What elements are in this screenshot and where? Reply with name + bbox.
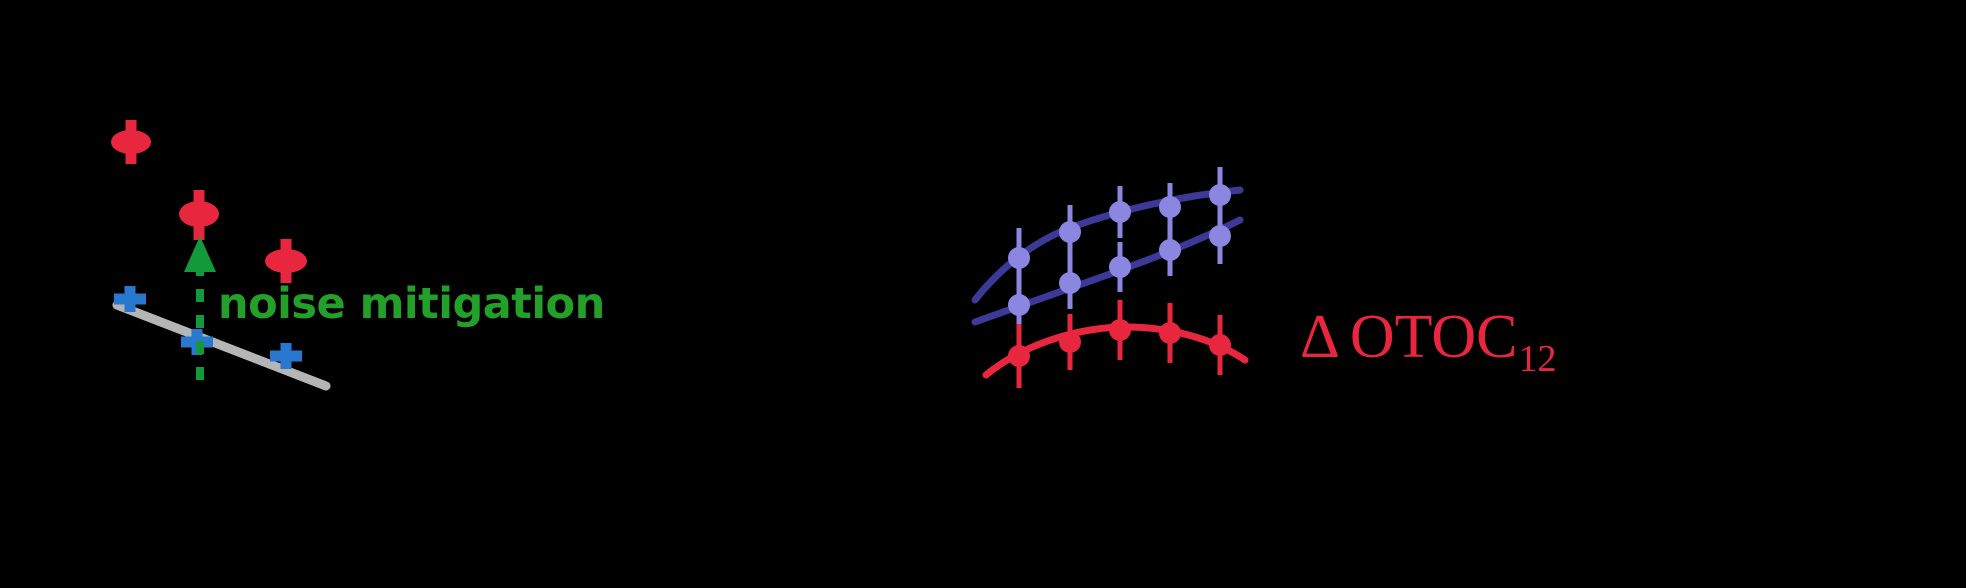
gray-trend-line	[112, 300, 331, 391]
indigo-data-point	[1008, 277, 1030, 333]
indigo-data-point	[1059, 205, 1081, 259]
crimson-data-point	[1008, 324, 1030, 388]
indigo-data-point	[1159, 224, 1181, 276]
indigo-data-point	[1159, 183, 1181, 231]
indigo-data-point	[1109, 242, 1131, 292]
blue-data-point	[270, 343, 302, 369]
delta-otoc-label: Δ OTOC12	[1300, 303, 1557, 378]
indigo-data-point	[1209, 208, 1231, 264]
crimson-data-point	[179, 190, 219, 240]
crimson-data-point	[1059, 314, 1081, 370]
indigo-data-point	[1109, 186, 1131, 238]
left-panel	[111, 120, 331, 391]
right-panel	[971, 167, 1249, 388]
crimson-data-point	[1159, 303, 1181, 363]
crimson-delta-point-group	[1008, 300, 1231, 388]
indigo-lower-point-group	[1008, 208, 1231, 333]
indigo-data-point	[1059, 257, 1081, 309]
delta-symbol: Δ	[1300, 303, 1340, 371]
otoc-text: OTOC	[1349, 303, 1518, 371]
up-arrow-icon	[184, 236, 216, 380]
crimson-data-point	[1109, 300, 1131, 360]
crimson-data-point	[265, 239, 307, 283]
noise-mitigation-annotation: noise mitigation	[218, 279, 605, 329]
indigo-curve-upper	[971, 186, 1244, 304]
crimson-point-group	[111, 120, 307, 283]
otoc-subscript: 12	[1518, 338, 1557, 380]
blue-data-point	[114, 286, 146, 312]
crimson-data-point	[111, 120, 151, 164]
crimson-data-point	[1209, 315, 1231, 375]
